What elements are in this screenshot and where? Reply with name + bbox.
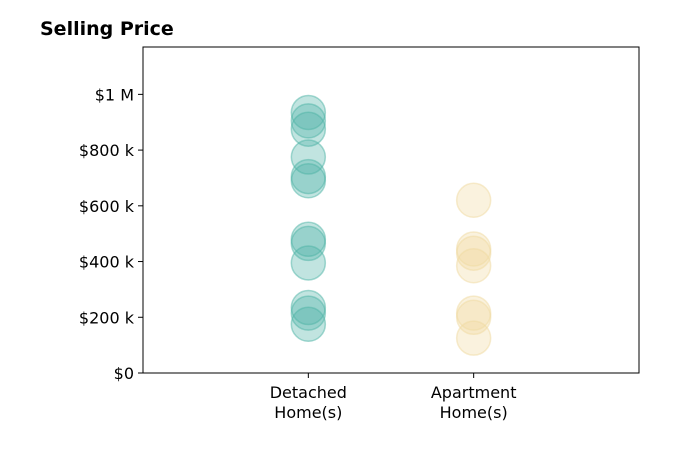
data-point (455, 299, 492, 336)
data-point (455, 320, 492, 356)
x-tick-label: Home(s) (274, 403, 342, 422)
data-point (290, 295, 327, 331)
y-tick-label: $200 k (79, 308, 135, 327)
chart-title: Selling Price (40, 18, 174, 40)
y-tick-label: $400 k (79, 253, 135, 272)
data-point (290, 225, 327, 262)
y-tick-label: $600 k (79, 197, 135, 216)
data-points (290, 94, 492, 356)
x-tick-label: Home(s) (440, 403, 508, 422)
series-2-points (455, 182, 492, 356)
y-tick-label: $800 k (79, 141, 135, 160)
data-point (455, 247, 492, 284)
series-1-points (290, 94, 327, 342)
y-tick-label: $1 M (95, 85, 134, 104)
data-point (290, 245, 327, 281)
y-tick-label: $0 (114, 364, 134, 383)
data-point (290, 103, 327, 139)
data-point (290, 306, 327, 342)
x-tick-label: Detached (270, 383, 347, 402)
y-axis: $0 $200 k $400 k $600 k $800 k $1 M (79, 85, 143, 383)
plot-frame (142, 46, 640, 374)
data-point (455, 235, 492, 271)
data-point (290, 111, 327, 147)
data-point (455, 182, 492, 218)
x-tick-label: Apartment (431, 383, 517, 402)
data-point (290, 162, 327, 199)
